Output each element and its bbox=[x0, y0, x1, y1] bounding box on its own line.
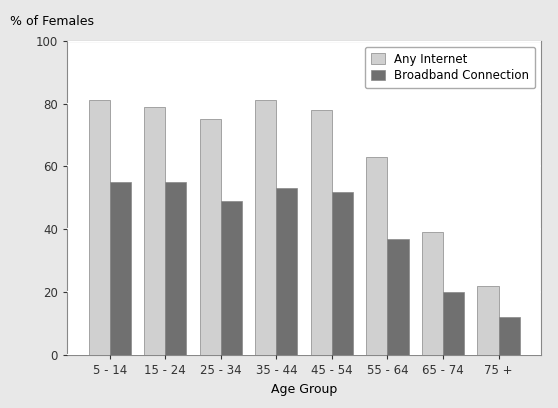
Bar bbox=[165, 182, 186, 355]
Bar bbox=[478, 286, 499, 355]
Bar bbox=[422, 233, 443, 355]
Text: % of Females: % of Females bbox=[10, 15, 94, 28]
Bar bbox=[367, 157, 387, 355]
Bar bbox=[109, 182, 131, 355]
Bar bbox=[89, 100, 109, 355]
Bar bbox=[200, 119, 221, 355]
Bar bbox=[221, 201, 242, 355]
Bar bbox=[443, 292, 464, 355]
Bar bbox=[332, 192, 353, 355]
Bar bbox=[255, 100, 276, 355]
Legend: Any Internet, Broadband Connection: Any Internet, Broadband Connection bbox=[365, 47, 535, 88]
Bar bbox=[387, 239, 408, 355]
Bar bbox=[311, 110, 332, 355]
X-axis label: Age Group: Age Group bbox=[271, 383, 337, 395]
Bar bbox=[144, 107, 165, 355]
Bar bbox=[499, 317, 519, 355]
Bar bbox=[276, 188, 297, 355]
